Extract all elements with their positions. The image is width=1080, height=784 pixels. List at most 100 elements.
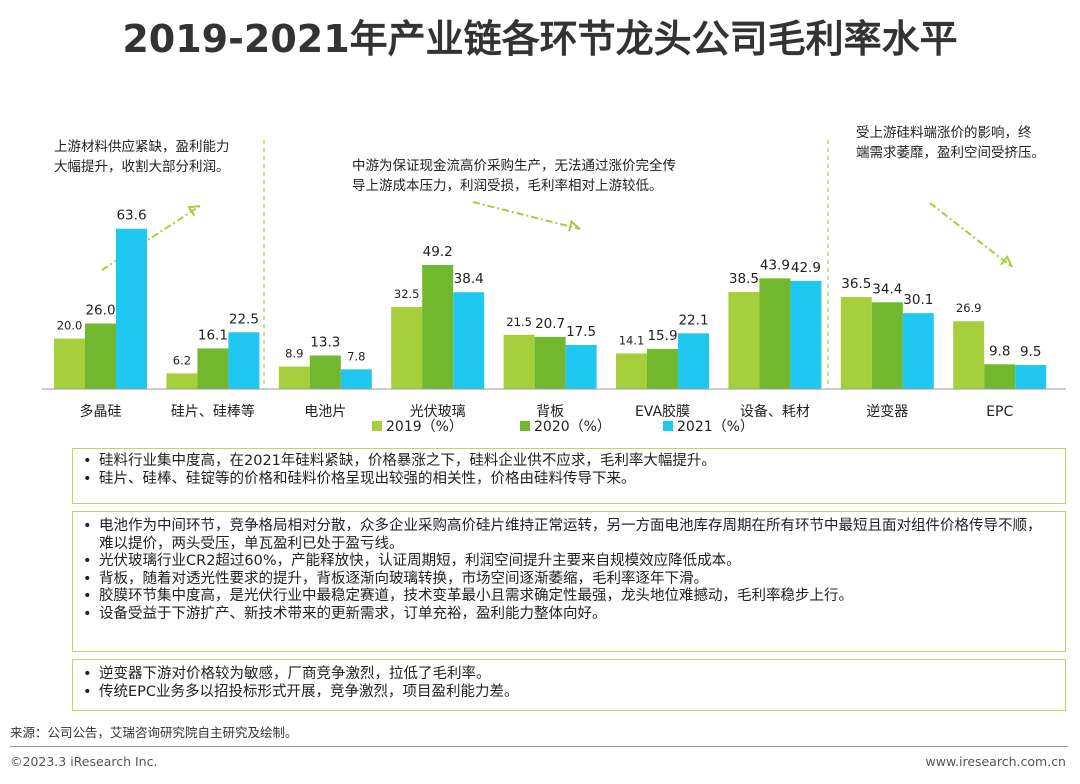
legend-label: 2021（%）: [677, 419, 754, 435]
bar-3-3: [340, 369, 372, 389]
bar-8-2: [871, 302, 903, 389]
bar-1-3: [116, 228, 147, 389]
bullet-item: 传统EPC业务多以招投标形式开展，竞争激烈，项目盈利能力差。: [81, 684, 1055, 702]
down-arrow-mid: [472, 201, 581, 232]
value-label: 16.1: [198, 327, 228, 343]
bar-9-1: [953, 321, 985, 389]
value-label: 42.9: [791, 260, 821, 276]
value-label: 36.5: [841, 276, 871, 292]
value-label: 26.0: [85, 302, 115, 318]
bar-4-3: [453, 292, 485, 389]
category-label: 硅片、硅棒等: [171, 403, 255, 420]
value-label: 14.1: [619, 333, 645, 347]
bar-chart: 20.026.0 63.6 6.2 16.122.5 8.9 13.3 7.8 32.5 49.…: [42, 125, 1066, 435]
bar-4-2: [422, 265, 454, 389]
info-box-downstream: 逆变器下游对价格较为敏感，厂商竞争激烈，拉低了毛利率。 传统EPC业务多以招投标…: [72, 659, 1066, 711]
value-label: 38.5: [729, 271, 759, 287]
bar-6-2: [647, 348, 678, 389]
bar-6-3: [678, 333, 709, 389]
value-label: 49.2: [423, 244, 453, 260]
annotation-downstream: 端需求萎靡，盈利空间受挤压。: [856, 144, 1045, 161]
category-label: EPC: [986, 404, 1013, 420]
bar-3-2: [309, 355, 341, 389]
value-label: 20.0: [57, 319, 83, 333]
value-label: 30.1: [903, 292, 933, 308]
legend-label: 2019（%）: [386, 419, 463, 435]
value-label: 26.9: [956, 301, 982, 315]
category-label: 光伏玻璃: [410, 403, 466, 420]
bullet-item: 胶膜环节集中度高，是光伏行业中最稳定赛道，技术变革最小且需求确定性最强，龙头地位…: [81, 588, 1055, 606]
page-title: 2019-2021年产业链各环节龙头公司毛利率水平: [122, 17, 958, 61]
bullet-item: 硅片、硅棒、硅锭等的价格和硅料价格呈现出较强的相关性，价格由硅料传导下来。: [81, 471, 1055, 489]
value-label: 13.3: [310, 334, 340, 350]
chart-bars: [54, 228, 1047, 389]
bullet-item: 电池作为中间环节，竞争格局相对分散，众多企业采购高价硅片维持正常运转，另一方面电…: [81, 518, 1055, 553]
footer-divider: [10, 746, 1068, 747]
chart-legend: 2019（%） 2020（%） 2021（%）: [372, 419, 754, 435]
value-label: 15.9: [647, 328, 677, 344]
bar-9-2: [984, 364, 1016, 389]
bar-2-1: [166, 373, 198, 389]
bullet-item: 光伏玻璃行业CR2超过60%，产能释放快，认证周期短，利润空间提升主要来自规模效…: [81, 553, 1055, 571]
value-label: 17.5: [566, 324, 596, 340]
bar-8-3: [902, 313, 934, 389]
annotation-midstream: 中游为保证现金流高价采购生产，无法通过涨价完全传: [352, 157, 676, 174]
value-labels: 20.026.0 63.6 6.2 16.122.5 8.9 13.3 7.8 32.5 49.…: [57, 208, 1042, 368]
bar-2-2: [197, 348, 229, 389]
value-label: 20.7: [535, 316, 565, 332]
chart-dividers: [263, 140, 829, 389]
category-label: EVA胶膜: [635, 403, 690, 420]
value-label: 9.8: [989, 343, 1010, 359]
legend-label: 2020（%）: [534, 419, 611, 435]
bullet-item: 设备受益于下游扩产、新技术带来的更新需求，订单充裕，盈利能力整体向好。: [81, 606, 1055, 624]
info-box-upstream: 硅料行业集中度高，在2021年硅料紧缺，价格暴涨之下，硅料企业供不应求，毛利率大…: [72, 448, 1066, 504]
down-arrow-right: [929, 202, 1013, 268]
value-label: 9.5: [1020, 344, 1041, 360]
bar-6-1: [616, 353, 647, 389]
category-label: 背板: [536, 404, 564, 420]
bar-5-3: [565, 344, 597, 389]
value-label: 38.4: [454, 271, 484, 287]
source-note: 来源：公司公告，艾瑞咨询研究院自主研究及绘制。: [10, 725, 298, 740]
category-label: 设备、耗材: [740, 403, 810, 420]
legend-swatch: [663, 421, 673, 431]
value-label: 22.5: [229, 311, 259, 327]
bar-8-1: [840, 297, 872, 389]
category-labels: 多晶硅 硅片、硅棒等 电池片 光伏玻璃 背板 EVA胶膜 设备、耗材 逆变器 EPC: [80, 403, 1014, 420]
bar-1-2: [85, 323, 116, 389]
bar-2-3: [228, 332, 260, 389]
value-label: 34.4: [872, 281, 902, 297]
value-label: 22.1: [678, 312, 708, 328]
bar-4-1: [391, 307, 423, 389]
value-label: 32.5: [394, 287, 420, 301]
bar-7-3: [790, 280, 822, 389]
legend-swatch: [520, 421, 530, 431]
value-label: 63.6: [116, 208, 146, 224]
bar-5-2: [534, 336, 566, 389]
bar-7-1: [728, 291, 760, 389]
trend-arrows: [101, 201, 1013, 271]
value-label: 7.8: [347, 349, 365, 363]
info-box-midstream: 电池作为中间环节，竞争格局相对分散，众多企业采购高价硅片维持正常运转，另一方面电…: [72, 511, 1066, 652]
value-label: 43.9: [760, 257, 790, 273]
bar-5-1: [503, 334, 535, 389]
annotation-upstream: 上游材料供应紧缺，盈利能力: [54, 138, 230, 155]
category-label: 多晶硅: [80, 403, 122, 420]
legend-swatch: [372, 421, 382, 431]
bullet-item: 逆变器下游对价格较为敏感，厂商竞争激烈，拉低了毛利率。: [81, 666, 1055, 684]
bullet-item: 背板，随着对透光性要求的提升，背板逐渐向玻璃转换，市场空间逐渐萎缩，毛利率逐年下…: [81, 571, 1055, 589]
bar-9-3: [1015, 365, 1047, 389]
value-label: 8.9: [285, 347, 303, 361]
bar-7-2: [759, 278, 791, 389]
category-label: 电池片: [304, 404, 346, 420]
bullet-item: 硅料行业集中度高，在2021年硅料紧缺，价格暴涨之下，硅料企业供不应求，毛利率大…: [81, 453, 1055, 471]
annotation-upstream: 大幅提升，收割大部分利润。: [54, 158, 230, 175]
footer-copyright: ©2023.3 iResearch Inc.: [10, 754, 158, 769]
bar-1-1: [54, 338, 85, 389]
bar-3-1: [278, 366, 310, 389]
annotation-downstream: 受上游硅料端涨价的影响，终: [856, 125, 1032, 141]
value-label: 21.5: [506, 315, 532, 329]
annotation-midstream: 导上游成本压力，利润受损，毛利率相对上游较低。: [352, 177, 663, 194]
category-label: 逆变器: [866, 404, 908, 420]
